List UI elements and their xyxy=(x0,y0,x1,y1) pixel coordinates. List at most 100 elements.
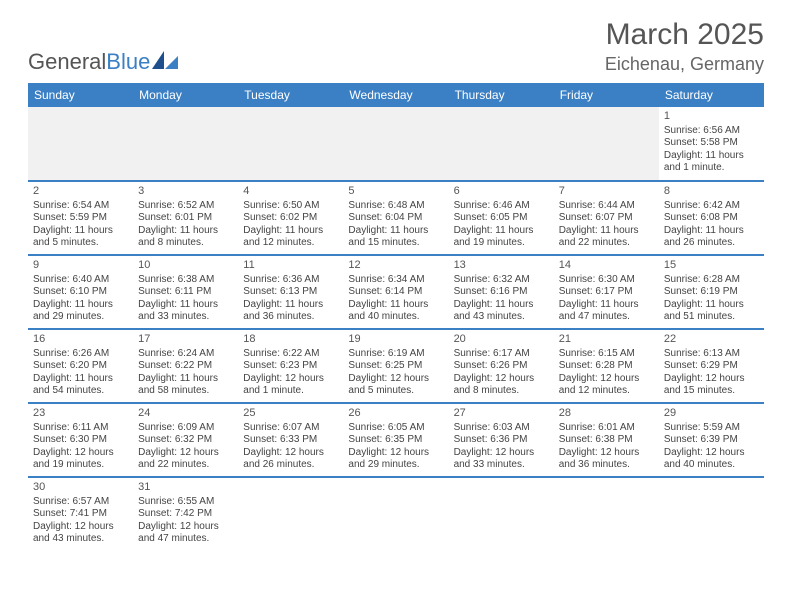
blank-cell xyxy=(343,477,448,551)
day-number: 11 xyxy=(243,259,338,273)
sunrise-text: Sunrise: 6:05 AM xyxy=(348,422,443,435)
day-cell: 8Sunrise: 6:42 AMSunset: 6:08 PMDaylight… xyxy=(659,181,764,255)
daylight1-text: Daylight: 12 hours xyxy=(664,373,759,386)
day-header: Sunday xyxy=(28,83,133,107)
daylight1-text: Daylight: 12 hours xyxy=(454,447,549,460)
day-number: 26 xyxy=(348,407,443,421)
logo-text-1: General xyxy=(28,49,106,75)
sunset-text: Sunset: 6:02 PM xyxy=(243,212,338,225)
sunrise-text: Sunrise: 6:54 AM xyxy=(33,200,128,213)
sunrise-text: Sunrise: 6:17 AM xyxy=(454,348,549,361)
daylight2-text: and 15 minutes. xyxy=(664,385,759,398)
day-number: 23 xyxy=(33,407,128,421)
day-cell: 7Sunrise: 6:44 AMSunset: 6:07 PMDaylight… xyxy=(554,181,659,255)
day-cell: 19Sunrise: 6:19 AMSunset: 6:25 PMDayligh… xyxy=(343,329,448,403)
day-cell: 11Sunrise: 6:36 AMSunset: 6:13 PMDayligh… xyxy=(238,255,343,329)
daylight1-text: Daylight: 11 hours xyxy=(664,150,759,163)
daylight1-text: Daylight: 11 hours xyxy=(559,225,654,238)
blank-cell xyxy=(343,107,448,181)
day-cell: 10Sunrise: 6:38 AMSunset: 6:11 PMDayligh… xyxy=(133,255,238,329)
daylight2-text: and 47 minutes. xyxy=(559,311,654,324)
sunset-text: Sunset: 6:26 PM xyxy=(454,360,549,373)
sunset-text: Sunset: 6:28 PM xyxy=(559,360,654,373)
daylight2-text: and 22 minutes. xyxy=(138,459,233,472)
day-cell: 5Sunrise: 6:48 AMSunset: 6:04 PMDaylight… xyxy=(343,181,448,255)
sunrise-text: Sunrise: 6:07 AM xyxy=(243,422,338,435)
day-number: 29 xyxy=(664,407,759,421)
day-cell: 2Sunrise: 6:54 AMSunset: 5:59 PMDaylight… xyxy=(28,181,133,255)
blank-cell xyxy=(554,477,659,551)
daylight2-text: and 5 minutes. xyxy=(348,385,443,398)
month-title: March 2025 xyxy=(605,18,764,52)
daylight1-text: Daylight: 11 hours xyxy=(454,299,549,312)
daylight2-text: and 33 minutes. xyxy=(138,311,233,324)
daylight2-text: and 29 minutes. xyxy=(348,459,443,472)
sunset-text: Sunset: 6:33 PM xyxy=(243,434,338,447)
daylight1-text: Daylight: 11 hours xyxy=(138,225,233,238)
sunset-text: Sunset: 6:22 PM xyxy=(138,360,233,373)
daylight2-text: and 1 minute. xyxy=(243,385,338,398)
day-header: Wednesday xyxy=(343,83,448,107)
day-number: 14 xyxy=(559,259,654,273)
calendar-week: 16Sunrise: 6:26 AMSunset: 6:20 PMDayligh… xyxy=(28,329,764,403)
sunset-text: Sunset: 6:07 PM xyxy=(559,212,654,225)
day-cell: 21Sunrise: 6:15 AMSunset: 6:28 PMDayligh… xyxy=(554,329,659,403)
day-cell: 6Sunrise: 6:46 AMSunset: 6:05 PMDaylight… xyxy=(449,181,554,255)
sunrise-text: Sunrise: 6:22 AM xyxy=(243,348,338,361)
day-number: 21 xyxy=(559,333,654,347)
daylight2-text: and 29 minutes. xyxy=(33,311,128,324)
daylight1-text: Daylight: 11 hours xyxy=(454,225,549,238)
day-number: 15 xyxy=(664,259,759,273)
day-number: 25 xyxy=(243,407,338,421)
day-cell: 24Sunrise: 6:09 AMSunset: 6:32 PMDayligh… xyxy=(133,403,238,477)
daylight2-text: and 19 minutes. xyxy=(454,237,549,250)
daylight1-text: Daylight: 11 hours xyxy=(138,373,233,386)
daylight2-text: and 43 minutes. xyxy=(33,533,128,546)
day-number: 10 xyxy=(138,259,233,273)
sunset-text: Sunset: 6:05 PM xyxy=(454,212,549,225)
daylight1-text: Daylight: 11 hours xyxy=(33,373,128,386)
calendar-head: SundayMondayTuesdayWednesdayThursdayFrid… xyxy=(28,83,764,107)
sunrise-text: Sunrise: 6:42 AM xyxy=(664,200,759,213)
daylight1-text: Daylight: 12 hours xyxy=(138,447,233,460)
daylight2-text: and 15 minutes. xyxy=(348,237,443,250)
sunrise-text: Sunrise: 6:32 AM xyxy=(454,274,549,287)
daylight2-text: and 36 minutes. xyxy=(559,459,654,472)
daylight1-text: Daylight: 12 hours xyxy=(348,447,443,460)
day-cell: 26Sunrise: 6:05 AMSunset: 6:35 PMDayligh… xyxy=(343,403,448,477)
sunset-text: Sunset: 6:04 PM xyxy=(348,212,443,225)
sunset-text: Sunset: 7:41 PM xyxy=(33,508,128,521)
day-cell: 28Sunrise: 6:01 AMSunset: 6:38 PMDayligh… xyxy=(554,403,659,477)
sunset-text: Sunset: 6:13 PM xyxy=(243,286,338,299)
blank-cell xyxy=(449,107,554,181)
sunrise-text: Sunrise: 6:19 AM xyxy=(348,348,443,361)
day-header: Tuesday xyxy=(238,83,343,107)
sunset-text: Sunset: 6:36 PM xyxy=(454,434,549,447)
daylight2-text: and 26 minutes. xyxy=(243,459,338,472)
blank-cell xyxy=(659,477,764,551)
day-number: 5 xyxy=(348,185,443,199)
sunrise-text: Sunrise: 5:59 AM xyxy=(664,422,759,435)
day-number: 1 xyxy=(664,110,759,124)
sunrise-text: Sunrise: 6:36 AM xyxy=(243,274,338,287)
sunrise-text: Sunrise: 6:56 AM xyxy=(664,125,759,138)
daylight2-text: and 58 minutes. xyxy=(138,385,233,398)
sunrise-text: Sunrise: 6:03 AM xyxy=(454,422,549,435)
daylight1-text: Daylight: 11 hours xyxy=(243,299,338,312)
day-cell: 30Sunrise: 6:57 AMSunset: 7:41 PMDayligh… xyxy=(28,477,133,551)
day-number: 4 xyxy=(243,185,338,199)
daylight1-text: Daylight: 12 hours xyxy=(348,373,443,386)
day-cell: 14Sunrise: 6:30 AMSunset: 6:17 PMDayligh… xyxy=(554,255,659,329)
day-number: 9 xyxy=(33,259,128,273)
day-header: Monday xyxy=(133,83,238,107)
day-number: 16 xyxy=(33,333,128,347)
day-number: 7 xyxy=(559,185,654,199)
sunset-text: Sunset: 6:23 PM xyxy=(243,360,338,373)
day-cell: 12Sunrise: 6:34 AMSunset: 6:14 PMDayligh… xyxy=(343,255,448,329)
sunrise-text: Sunrise: 6:30 AM xyxy=(559,274,654,287)
sunset-text: Sunset: 6:17 PM xyxy=(559,286,654,299)
sunrise-text: Sunrise: 6:50 AM xyxy=(243,200,338,213)
sunset-text: Sunset: 6:32 PM xyxy=(138,434,233,447)
daylight1-text: Daylight: 12 hours xyxy=(138,521,233,534)
daylight2-text: and 47 minutes. xyxy=(138,533,233,546)
